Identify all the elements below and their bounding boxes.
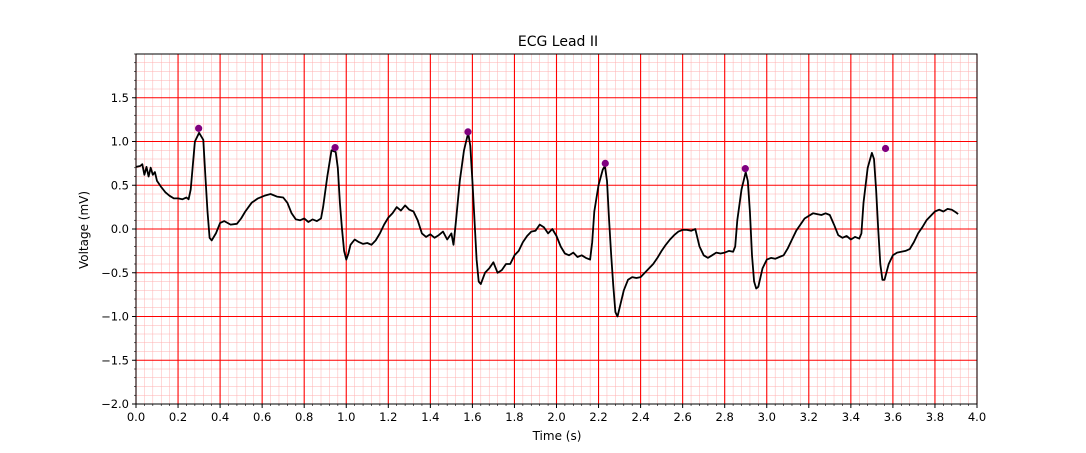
plot-area	[135, 53, 978, 405]
x-tick-label: 3.6	[884, 410, 902, 424]
x-tick-label: 3.2	[800, 410, 818, 424]
y-tick-label: −0.5	[101, 266, 129, 280]
y-tick-label: −1.5	[101, 353, 129, 367]
x-tick-label: 0.0	[127, 410, 145, 424]
x-tick-label: 2.4	[631, 410, 649, 424]
x-tick-label: 1.8	[505, 410, 523, 424]
r-peak-marker	[195, 124, 203, 132]
y-tick-label: 0.0	[111, 222, 129, 236]
x-tick-label: 1.0	[337, 410, 355, 424]
x-tick-label: 2.8	[716, 410, 734, 424]
r-peak-marker	[741, 165, 749, 173]
y-axis-label: Voltage (mV)	[77, 191, 91, 269]
x-tick-label: 3.8	[926, 410, 944, 424]
x-tick-label: 3.4	[842, 410, 860, 424]
y-tick-label: −1.0	[101, 310, 129, 324]
x-tick-label: 2.0	[547, 410, 565, 424]
major-grid	[135, 53, 978, 405]
y-tick-label: 1.5	[111, 91, 129, 105]
x-tick-label: 0.2	[169, 410, 187, 424]
r-peak-marker	[881, 144, 890, 153]
ecg-trace-line	[135, 131, 959, 318]
y-tick-label: 0.5	[111, 178, 129, 192]
x-tick-label: 1.4	[421, 410, 439, 424]
x-tick-label: 2.6	[674, 410, 692, 424]
y-axis: −2.0 −1.5 −1.0 −0.5 0.0 0.5 1.0 1.5	[101, 53, 136, 411]
x-tick-label: 0.6	[253, 410, 271, 424]
r-peak-marker	[601, 159, 609, 167]
r-peak-marker	[464, 128, 472, 136]
y-tick-label: −2.0	[101, 397, 129, 411]
x-axis-label: Time (s)	[532, 429, 582, 443]
x-tick-label: 4.0	[968, 410, 986, 424]
x-axis: 0.0 0.2 0.4 0.6 0.8 1.0 1.2 1.4 1.6 1.8 2.0 2.2 2.4 2…	[127, 404, 986, 424]
x-tick-label: 3.0	[758, 410, 776, 424]
peak-markers	[195, 124, 890, 173]
x-tick-label: 1.2	[379, 410, 397, 424]
x-tick-label: 2.2	[589, 410, 607, 424]
x-tick-label: 0.4	[211, 410, 229, 424]
x-tick-label: 1.6	[463, 410, 481, 424]
x-tick-label: 0.8	[295, 410, 313, 424]
r-peak-marker	[331, 144, 339, 152]
chart-title: ECG Lead II	[518, 34, 598, 50]
y-tick-label: 1.0	[111, 135, 129, 149]
